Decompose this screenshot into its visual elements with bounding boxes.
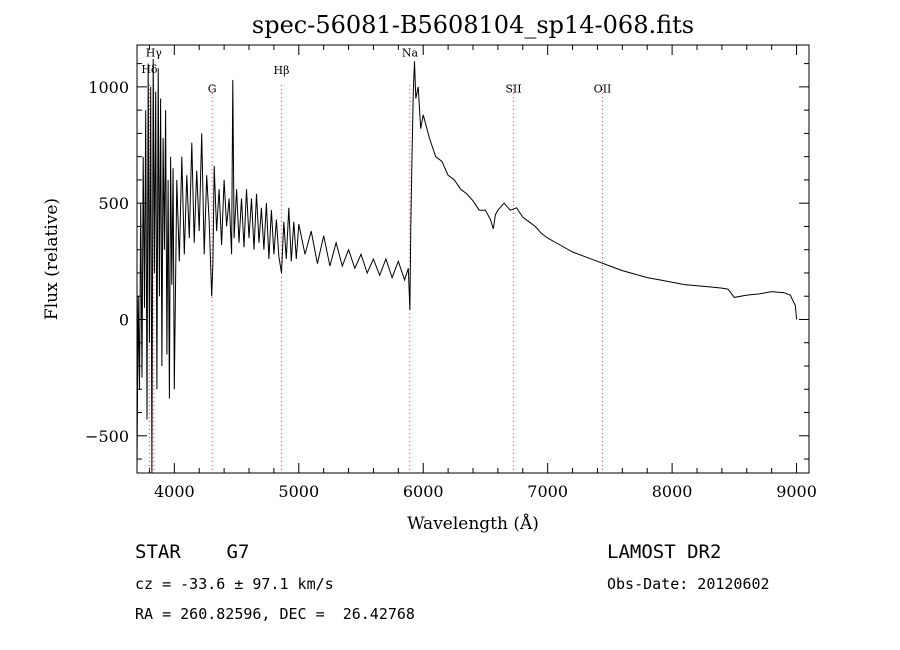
spectral-line-markers [148, 85, 604, 473]
spectral-line-label: OII [594, 83, 612, 96]
spectrum-line [136, 58, 798, 474]
y-tick-label: −500 [85, 427, 129, 446]
spectral-line-label: SII [505, 83, 521, 96]
plot-frame [136, 44, 810, 474]
y-tick-label: 500 [98, 194, 129, 213]
spectral-line-label: Na [402, 47, 419, 60]
x-tick-label: 8000 [652, 482, 693, 501]
y-tick-label: 0 [119, 310, 129, 329]
y-tick-label: 1000 [88, 78, 129, 97]
spectral-line-labels: Hγ Hδ G Hβ Na SII OII [141, 47, 611, 96]
chart-title: spec-56081-B5608104_sp14-068.fits [252, 11, 694, 39]
x-tick-label: 5000 [278, 482, 319, 501]
coordinates: RA = 260.82596, DEC = 26.42768 [135, 605, 415, 623]
survey-name: LAMOST DR2 [607, 541, 722, 563]
x-tick-label: 9000 [776, 482, 817, 501]
x-axis-label: Wavelength (Å) [407, 513, 539, 534]
radial-velocity: cz = -33.6 ± 97.1 km/s [135, 575, 334, 593]
x-tick-label: 4000 [154, 482, 195, 501]
y-axis-label: Flux (relative) [42, 198, 62, 320]
x-tick-label: 7000 [527, 482, 568, 501]
object-class: STAR G7 [135, 541, 250, 563]
axes: 4000 5000 6000 7000 8000 9000 −500 0 500 1000 [85, 45, 817, 501]
spectral-line-label: Hγ [146, 47, 163, 60]
observation-date: Obs-Date: 20120602 [607, 575, 770, 593]
spectral-line-label: G [208, 83, 217, 96]
spectral-line-label: Hδ [141, 63, 158, 76]
spectral-line-label: Hβ [274, 64, 290, 77]
x-tick-label: 6000 [403, 482, 444, 501]
